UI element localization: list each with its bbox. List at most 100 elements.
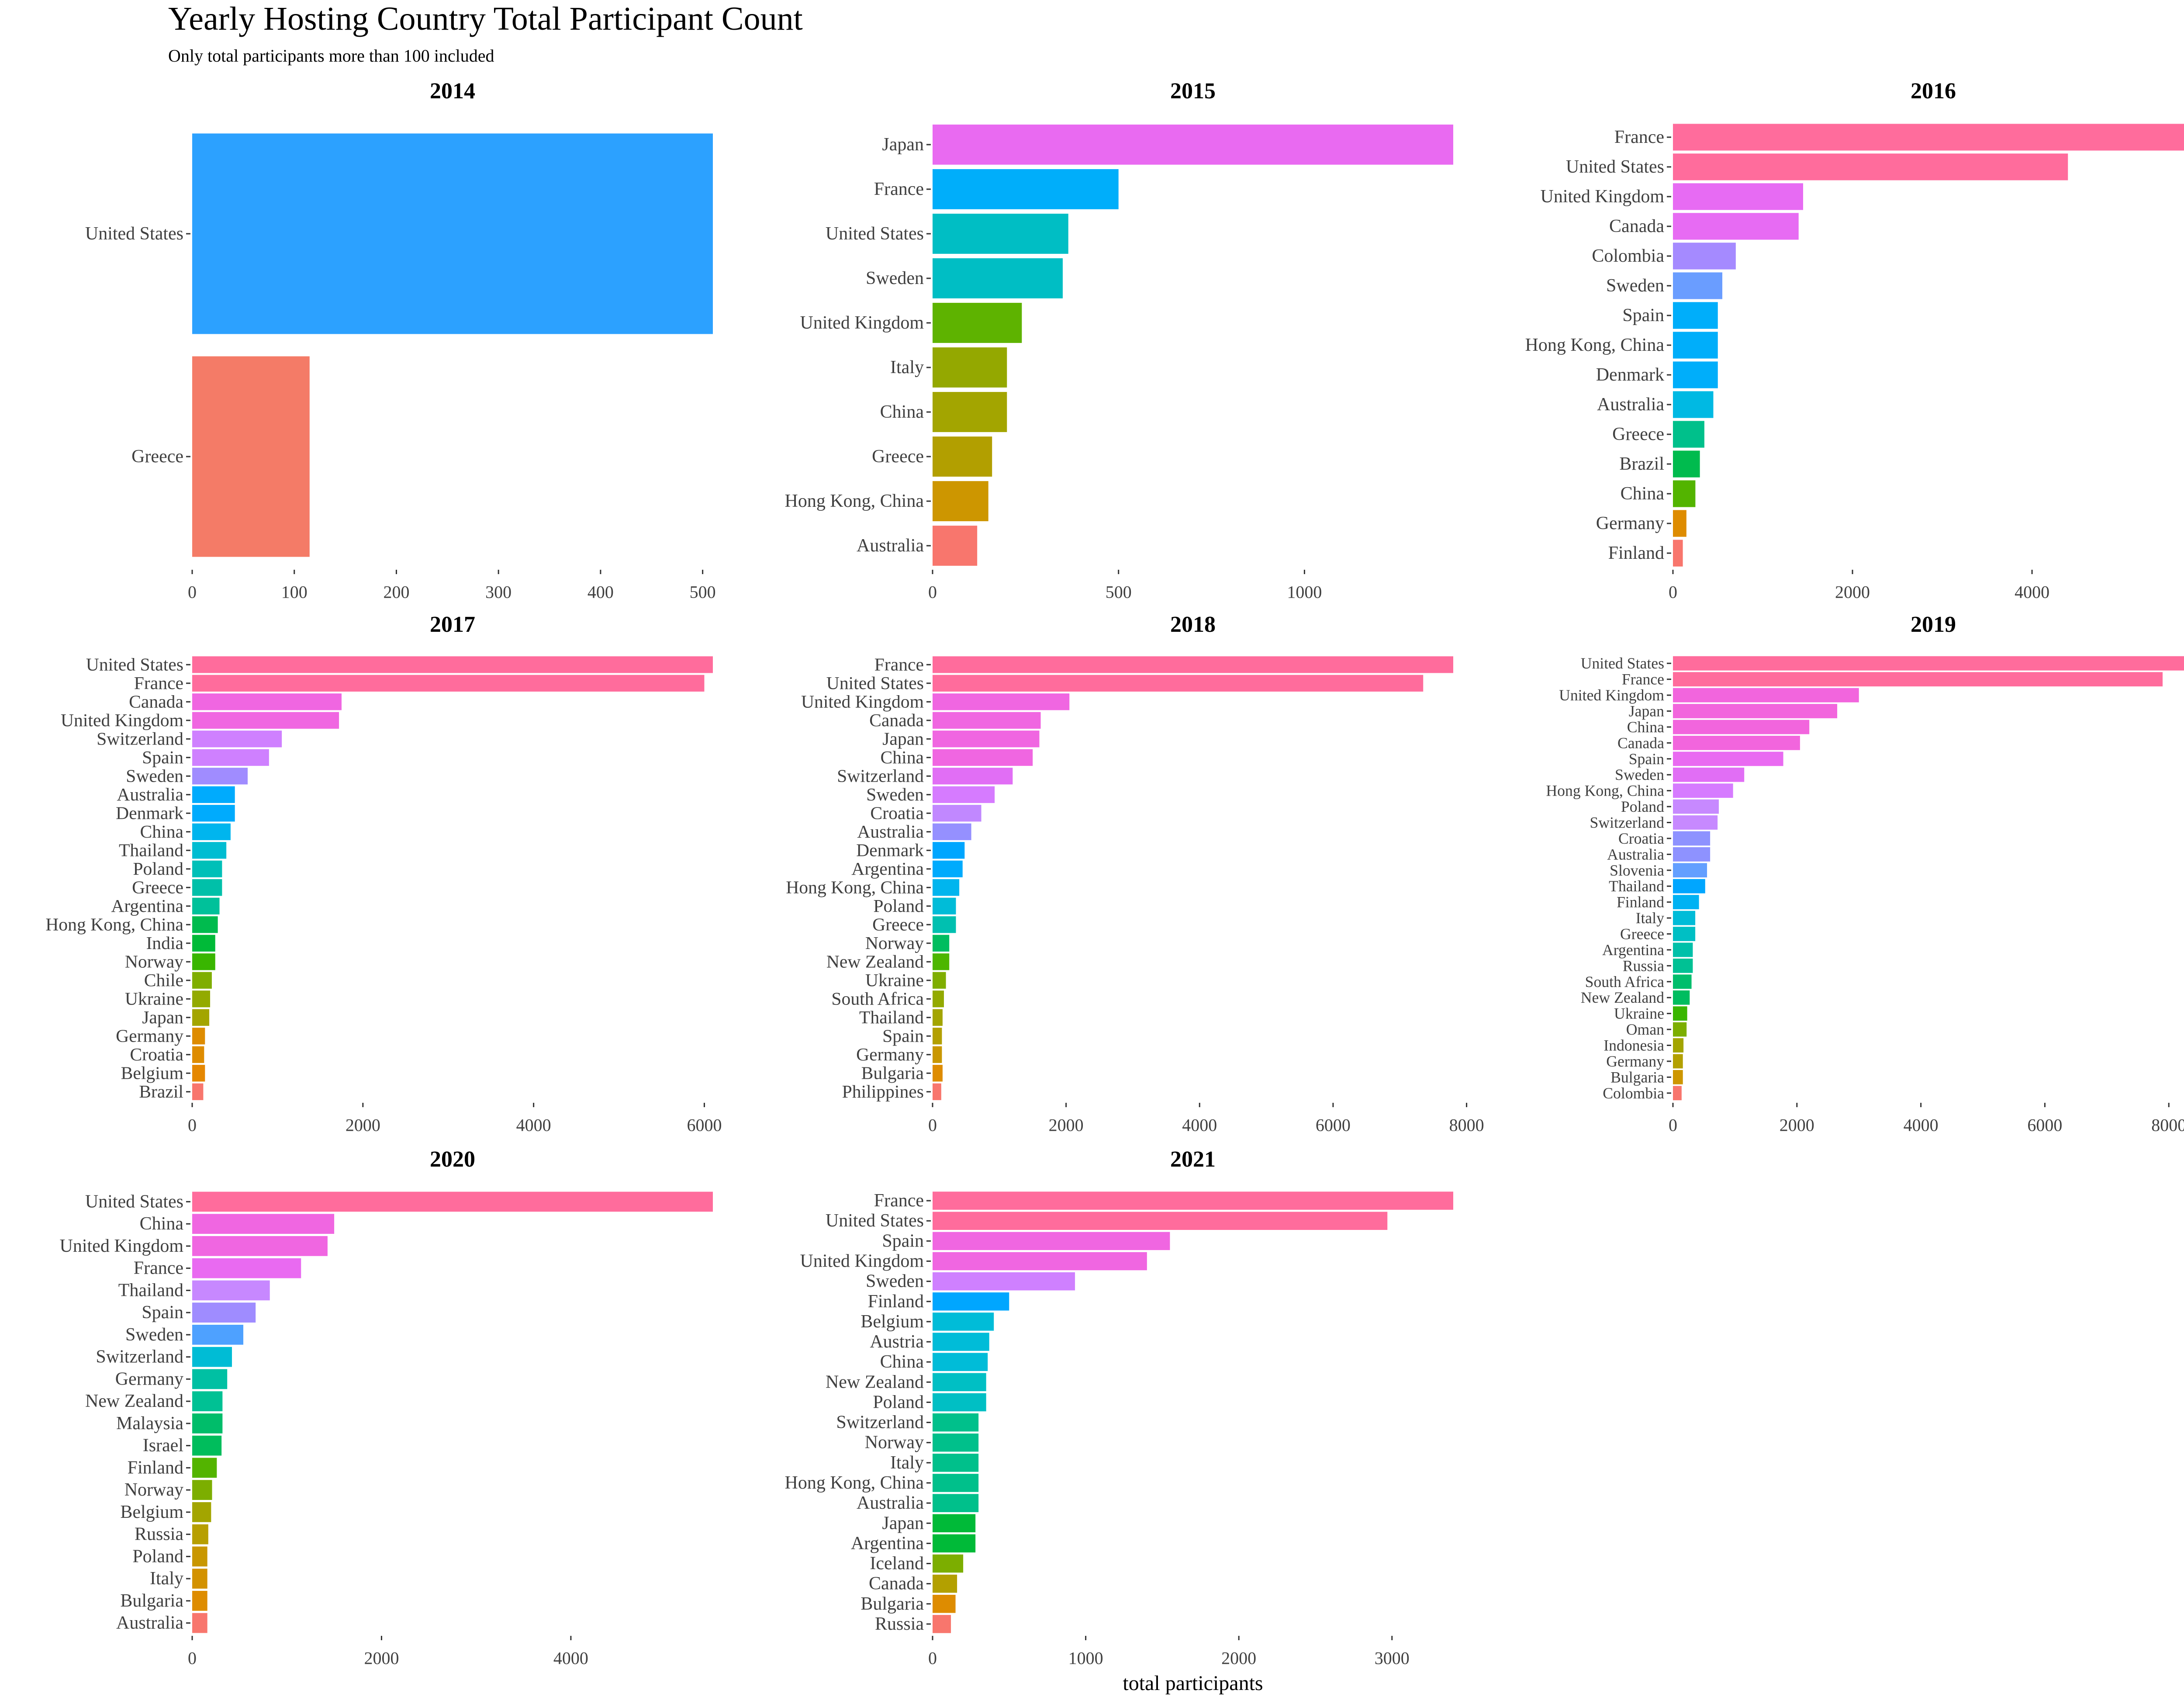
category-label: Canada — [129, 692, 183, 712]
category-label: Finland — [1617, 894, 1664, 911]
category-label: Oman — [1626, 1021, 1664, 1038]
bar — [192, 356, 310, 557]
facet-title: 2015 — [1170, 79, 1216, 104]
bar — [1673, 242, 1736, 270]
bar — [933, 972, 946, 989]
category-label: Spain — [1622, 305, 1664, 326]
bar — [933, 258, 1063, 298]
category-label: Belgium — [120, 1502, 183, 1522]
bar — [192, 1028, 205, 1045]
x-tick-label: 500 — [690, 582, 716, 602]
bar — [933, 935, 950, 952]
category-label: France — [1622, 671, 1664, 688]
x-tick-label: 2000 — [1835, 582, 1870, 602]
bar — [1673, 361, 1718, 388]
category-label: Croatia — [130, 1045, 183, 1065]
category-label: Norway — [865, 1433, 924, 1453]
x-tick-label: 8000 — [2151, 1115, 2184, 1135]
category-label: Ukraine — [1614, 1005, 1664, 1022]
x-tick-label: 2000 — [364, 1649, 399, 1668]
x-tick-label: 0 — [188, 582, 197, 602]
x-tick-label: 8000 — [1449, 1115, 1484, 1135]
category-label: Sweden — [1606, 276, 1664, 296]
category-label: Brazil — [139, 1082, 183, 1102]
bar — [1673, 421, 1704, 448]
x-tick-label: 0 — [1669, 582, 1677, 602]
bar — [1673, 815, 1718, 830]
bar — [1673, 391, 1714, 418]
x-tick-label: 1000 — [1068, 1649, 1103, 1668]
category-label: Japan — [1629, 703, 1664, 720]
bar — [933, 526, 978, 566]
category-label: France — [874, 655, 924, 675]
bar — [933, 1065, 943, 1082]
bar — [192, 749, 269, 766]
bar — [1673, 799, 1719, 814]
category-label: Australia — [857, 1493, 924, 1513]
bar — [933, 436, 992, 477]
bar — [192, 842, 227, 859]
category-label: Canada — [869, 710, 924, 731]
category-label: Thailand — [859, 1008, 924, 1028]
bar — [933, 1373, 986, 1392]
category-label: Poland — [1621, 798, 1664, 815]
category-label: China — [1627, 718, 1664, 736]
category-label: Israel — [143, 1436, 183, 1456]
category-label: United States — [826, 1211, 924, 1231]
bar — [1673, 510, 1686, 537]
category-label: China — [140, 822, 183, 842]
category-label: Canada — [869, 1574, 924, 1594]
category-label: New Zealand — [826, 952, 924, 972]
category-label: Australia — [857, 822, 924, 842]
bar — [933, 1615, 951, 1633]
bar — [1673, 863, 1707, 878]
category-label: Iceland — [870, 1554, 924, 1574]
bar — [1673, 480, 1696, 507]
bar — [192, 693, 342, 710]
category-label: United States — [85, 224, 183, 244]
category-label: France — [874, 1191, 924, 1211]
chart-title: Yearly Hosting Country Total Participant… — [168, 0, 803, 37]
bar — [933, 392, 1007, 432]
bar — [1673, 767, 1745, 782]
category-label: Poland — [873, 1392, 924, 1412]
category-label: United States — [826, 673, 924, 693]
category-label: Germany — [1596, 513, 1664, 533]
bar — [933, 1433, 979, 1452]
bar — [192, 1236, 328, 1256]
bar — [933, 1454, 979, 1472]
x-tick-label: 300 — [485, 582, 511, 602]
category-label: United Kingdom — [800, 1251, 924, 1271]
category-label: Finland — [128, 1458, 183, 1478]
bar — [933, 860, 963, 877]
category-label: Poland — [132, 1546, 183, 1566]
category-label: Hong Kong, China — [1546, 782, 1664, 800]
bar — [192, 656, 713, 673]
category-label: Spain — [1629, 750, 1664, 768]
category-label: United States — [1581, 655, 1664, 672]
bar — [933, 675, 1424, 692]
bar — [1673, 302, 1718, 329]
category-label: Russia — [875, 1614, 924, 1634]
bar — [933, 1272, 1075, 1291]
category-label: Sweden — [125, 1325, 183, 1345]
bar — [933, 1514, 976, 1533]
bar — [192, 1083, 204, 1100]
category-label: Thailand — [118, 1280, 183, 1300]
category-label: Bulgaria — [861, 1063, 924, 1083]
bar — [192, 860, 222, 877]
category-label: Hong Kong, China — [1525, 335, 1665, 355]
bar — [1673, 927, 1696, 941]
bar — [192, 1280, 270, 1301]
category-label: Switzerland — [97, 729, 183, 749]
bar — [192, 1524, 208, 1545]
category-label: New Zealand — [1581, 989, 1664, 1006]
category-label: Croatia — [1618, 830, 1664, 847]
category-label: Bulgaria — [120, 1591, 183, 1611]
bar — [1673, 1006, 1687, 1021]
bar — [933, 768, 1013, 785]
bar — [1673, 688, 1859, 703]
category-label: Chile — [144, 970, 183, 991]
bar — [933, 125, 1453, 165]
facet-title: 2016 — [1911, 79, 1956, 104]
